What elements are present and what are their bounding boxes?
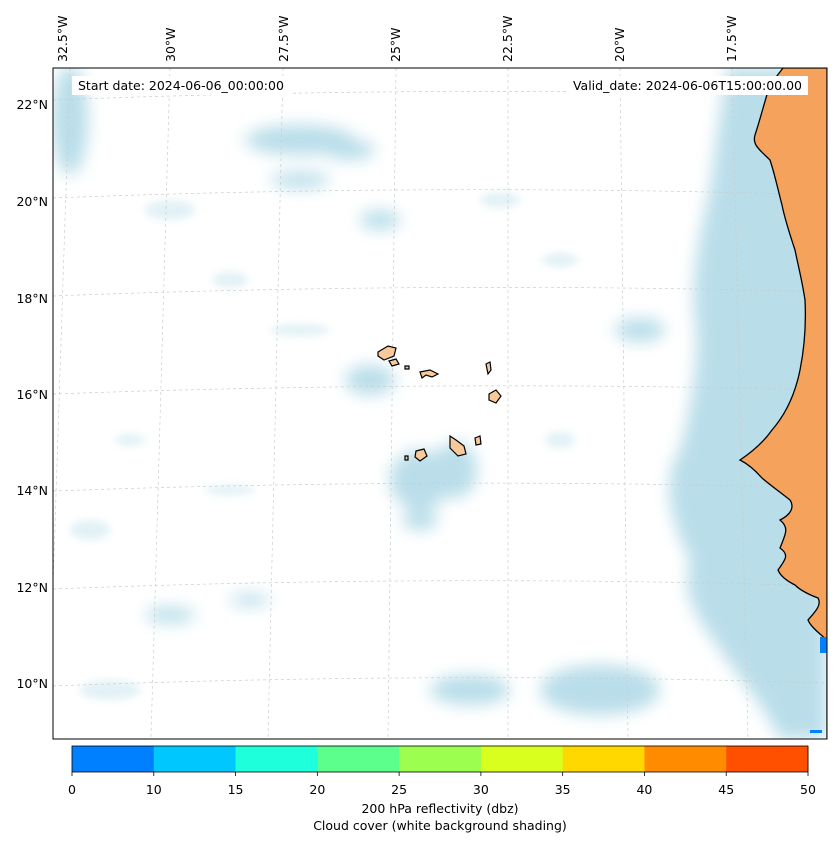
island-maio [474, 435, 482, 446]
colorbar-tick-label: 50 [800, 782, 816, 797]
lat-label: 10°N [16, 676, 48, 691]
lon-label: 25°W [388, 27, 403, 62]
cloud-cover-faint [70, 192, 578, 700]
lat-label: 20°N [16, 194, 48, 209]
start-date-label: Start date: 2024-06-06_00:00:00 [72, 76, 290, 95]
colorbar-segment [480, 746, 564, 772]
cape-verde-islands [377, 345, 502, 462]
colorbar-tick-label: 0 [68, 782, 76, 797]
lat-label: 22°N [16, 97, 48, 112]
lat-label: 18°N [16, 291, 48, 306]
lon-label: 22.5°W [500, 15, 515, 62]
island-santo-antao [377, 345, 397, 361]
lon-label: 17.5°W [724, 15, 739, 62]
island-santiago [449, 434, 467, 457]
colorbar-tick-label: 30 [472, 782, 489, 797]
reflectivity-patch [820, 637, 827, 653]
colorbar-segment [562, 746, 645, 772]
island-boa-vista [488, 389, 502, 404]
lat-label: 12°N [16, 580, 48, 595]
africa-mainland [738, 68, 827, 739]
colorbar-tick-label: 40 [636, 782, 653, 797]
valid-date-label: Valid_date: 2024-06-06T15:00:00.00 [566, 76, 808, 95]
graticule [53, 68, 827, 739]
colorbar-segment [72, 746, 155, 772]
colorbar-tick-label: 25 [391, 782, 408, 797]
lon-label: 30°W [163, 27, 178, 62]
lat-label: 14°N [16, 483, 48, 498]
colorbar-segment [399, 746, 482, 772]
island-sao-nicolau [419, 369, 440, 379]
lon-label: 27.5°W [276, 15, 291, 62]
colorbar-segment [644, 746, 727, 772]
colorbar-segment [317, 746, 400, 772]
island-sao-vicente [388, 358, 400, 367]
island-santa-luzia [404, 365, 410, 370]
colorbar-segment [153, 746, 237, 772]
colorbar-tick-label: 20 [309, 782, 326, 797]
island-sal [485, 361, 492, 376]
colorbar-segment [726, 746, 809, 772]
colorbar-sublabel: Cloud cover (white background shading) [313, 818, 567, 833]
colorbar-frame [71, 745, 809, 773]
island-fogo [414, 448, 428, 462]
colorbar-tick-label: 35 [554, 782, 571, 797]
colorbar-tick-label: 15 [227, 782, 244, 797]
map-frame [52, 67, 828, 740]
map-area [53, 68, 827, 739]
colorbar-tick-label: 10 [145, 782, 162, 797]
lat-label: 16°N [16, 387, 48, 402]
reflectivity-patch [810, 730, 822, 733]
colorbar-tick-label: 45 [718, 782, 735, 797]
colorbar-label: 200 hPa reflectivity (dbz) [361, 801, 519, 816]
lon-label: 20°W [612, 27, 627, 62]
island-brava [404, 455, 409, 461]
colorbar [71, 745, 809, 776]
lon-label: 32.5°W [55, 15, 70, 62]
colorbar-segment [235, 746, 318, 772]
